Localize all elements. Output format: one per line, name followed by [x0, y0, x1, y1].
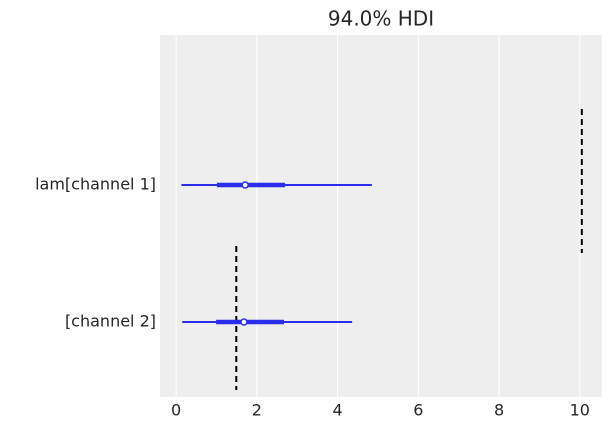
x-tick-label: 2: [252, 401, 262, 420]
y-tick-label: [channel 2]: [65, 312, 156, 331]
x-tick-label: 4: [333, 401, 343, 420]
x-tick-label: 0: [171, 401, 181, 420]
median-point: [240, 318, 248, 326]
y-tick-label: lam[channel 1]: [35, 175, 156, 194]
x-tick-label: 6: [413, 401, 423, 420]
x-tick-label: 8: [494, 401, 504, 420]
median-point: [241, 181, 249, 189]
chart-title: 94.0% HDI: [328, 7, 434, 31]
plot-background: [160, 35, 602, 397]
x-tick-label: 10: [570, 401, 590, 420]
